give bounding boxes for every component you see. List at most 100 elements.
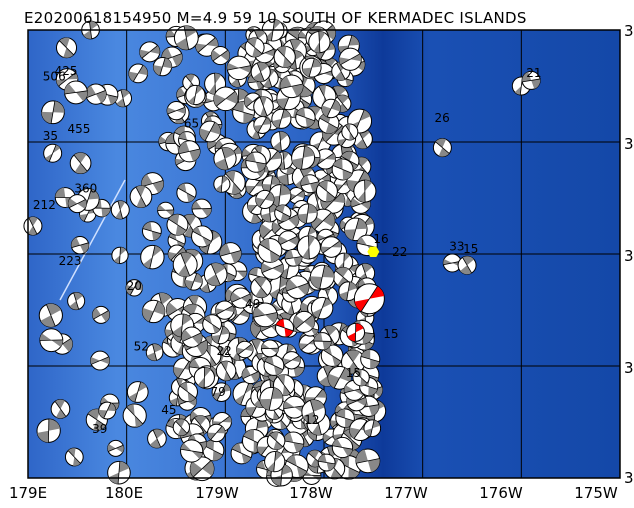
focal-mechanism-beachball[interactable]: [521, 70, 541, 90]
focal-mechanism-beachball[interactable]: [255, 189, 275, 210]
focal-mechanism-beachball[interactable]: [211, 382, 232, 402]
focal-mechanism-beachball[interactable]: [191, 225, 214, 248]
focal-mechanism-beachball[interactable]: [92, 305, 110, 324]
focal-mechanism-beachball[interactable]: [457, 255, 477, 275]
focal-mechanism-beachball[interactable]: [85, 83, 107, 105]
focal-mechanism-beachball[interactable]: [50, 399, 71, 419]
focal-mechanism-beachball[interactable]: [245, 151, 267, 173]
focal-mechanism-beachball[interactable]: [236, 340, 254, 359]
focal-mechanism-beachball[interactable]: [230, 287, 252, 309]
focal-mechanism-beachball[interactable]: [315, 180, 338, 203]
focal-mechanism-beachball[interactable]: [69, 152, 92, 175]
focal-mechanism-beachball[interactable]: [199, 120, 221, 143]
focal-mechanism-beachball[interactable]: [166, 213, 189, 236]
focal-mechanism-beachball[interactable]: [70, 236, 90, 255]
focal-mechanism-beachball[interactable]: [173, 25, 199, 51]
focal-mechanism-beachball[interactable]: [145, 343, 164, 362]
focal-mechanism-beachball[interactable]: [207, 423, 226, 443]
focal-mechanism-beachball[interactable]: [301, 399, 326, 424]
focal-mechanism-beachball[interactable]: [141, 299, 166, 324]
focal-mechanism-beachball[interactable]: [264, 451, 286, 473]
focal-mechanism-beachball[interactable]: [213, 86, 239, 112]
focal-mechanism-beachball[interactable]: [250, 276, 272, 299]
focal-mechanism-beachball[interactable]: [252, 302, 278, 328]
focal-mechanism-beachball[interactable]: [189, 456, 215, 482]
focal-mechanism-beachball[interactable]: [41, 100, 65, 125]
focal-mechanism-beachball[interactable]: [253, 96, 274, 117]
focal-mechanism-beachball[interactable]: [128, 63, 149, 84]
focal-mechanism-beachball[interactable]: [360, 349, 381, 370]
focal-mechanism-beachball[interactable]: [140, 244, 165, 270]
focal-mechanism-beachball[interactable]: [310, 296, 334, 320]
focal-mechanism-beachball[interactable]: [291, 145, 316, 170]
focal-mechanism-beachball[interactable]: [331, 158, 354, 181]
focal-mechanism-beachball[interactable]: [202, 314, 222, 335]
focal-mechanism-beachball[interactable]: [172, 252, 198, 278]
focal-mechanism-beachball[interactable]: [55, 37, 78, 59]
focal-mechanism-beachball[interactable]: [139, 41, 161, 63]
focal-mechanism-beachball[interactable]: [353, 179, 377, 203]
focal-mechanism-beachball[interactable]: [317, 453, 336, 472]
focal-mechanism-beachball[interactable]: [344, 217, 368, 242]
focal-mechanism-beachball[interactable]: [213, 175, 231, 193]
focal-mechanism-beachball[interactable]: [309, 264, 335, 290]
focal-mechanism-beachball[interactable]: [125, 279, 143, 297]
focal-mechanism-beachball[interactable]: [122, 403, 147, 428]
focal-mechanism-beachball[interactable]: [363, 419, 382, 438]
focal-mechanism-beachball[interactable]: [285, 275, 310, 299]
focal-mechanism-beachball[interactable]: [338, 281, 359, 302]
focal-mechanism-beachball[interactable]: [90, 350, 110, 371]
focal-mechanism-beachball[interactable]: [321, 98, 341, 119]
focal-mechanism-beachball[interactable]: [293, 310, 316, 333]
focal-mechanism-beachball[interactable]: [257, 237, 283, 263]
focal-mechanism-beachball[interactable]: [152, 57, 173, 77]
focal-mechanism-beachball[interactable]: [185, 84, 206, 106]
focal-mechanism-beachball[interactable]: [114, 89, 133, 108]
focal-mechanism-beachball[interactable]: [64, 80, 88, 105]
focal-mechanism-beachball[interactable]: [250, 61, 271, 83]
focal-mechanism-beachball[interactable]: [297, 203, 318, 224]
focal-mechanism-beachball[interactable]: [266, 431, 286, 451]
focal-mechanism-beachball[interactable]: [320, 236, 343, 258]
focal-mechanism-beachball[interactable]: [157, 201, 175, 219]
focal-mechanism-beachball[interactable]: [301, 57, 322, 78]
focal-mechanism-beachball[interactable]: [432, 138, 452, 158]
focal-mechanism-beachball[interactable]: [43, 143, 63, 163]
focal-mechanism-beachball[interactable]: [313, 332, 332, 351]
focal-mechanism-beachball[interactable]: [287, 187, 306, 205]
focal-mechanism-beachball[interactable]: [331, 436, 354, 459]
focal-mechanism-beachball[interactable]: [277, 230, 299, 251]
focal-mechanism-beachball[interactable]: [213, 146, 237, 171]
focal-mechanism-beachball[interactable]: [275, 318, 295, 338]
focal-mechanism-beachball[interactable]: [176, 182, 197, 203]
focal-mechanism-beachball[interactable]: [279, 74, 304, 99]
focal-mechanism-beachball[interactable]: [320, 344, 344, 367]
focal-mechanism-beachball[interactable]: [23, 216, 43, 236]
focal-mechanism-beachball[interactable]: [111, 246, 129, 264]
focal-mechanism-beachball[interactable]: [67, 194, 87, 214]
focal-mechanism-beachball[interactable]: [36, 418, 61, 443]
focal-mechanism-beachball[interactable]: [219, 242, 242, 265]
focal-mechanism-beachball[interactable]: [215, 300, 235, 320]
focal-mechanism-beachball[interactable]: [442, 253, 462, 273]
focal-mechanism-beachball[interactable]: [271, 108, 292, 129]
focal-mechanism-beachball[interactable]: [147, 428, 167, 449]
focal-mechanism-beachball[interactable]: [244, 37, 265, 58]
focal-mechanism-beachball[interactable]: [355, 448, 381, 474]
focal-mechanism-beachball[interactable]: [178, 140, 201, 163]
focal-mechanism-beachball[interactable]: [39, 328, 64, 353]
focal-mechanism-beachball[interactable]: [226, 55, 252, 81]
focal-mechanism-beachball[interactable]: [274, 204, 292, 222]
focal-mechanism-beachball[interactable]: [338, 47, 362, 71]
focal-mechanism-beachball[interactable]: [270, 131, 291, 152]
focal-mechanism-beachball[interactable]: [284, 248, 303, 267]
focal-mechanism-beachball[interactable]: [241, 365, 260, 385]
focal-mechanism-beachball[interactable]: [110, 200, 130, 220]
focal-mechanism-beachball[interactable]: [308, 30, 331, 54]
focal-mechanism-beachball[interactable]: [166, 100, 186, 121]
focal-mechanism-beachball[interactable]: [215, 360, 237, 382]
focal-mechanism-beachball[interactable]: [126, 381, 149, 403]
focal-mechanism-beachball[interactable]: [282, 431, 305, 454]
focal-mechanism-beachball[interactable]: [193, 366, 215, 388]
focal-mechanism-beachball[interactable]: [260, 339, 279, 358]
